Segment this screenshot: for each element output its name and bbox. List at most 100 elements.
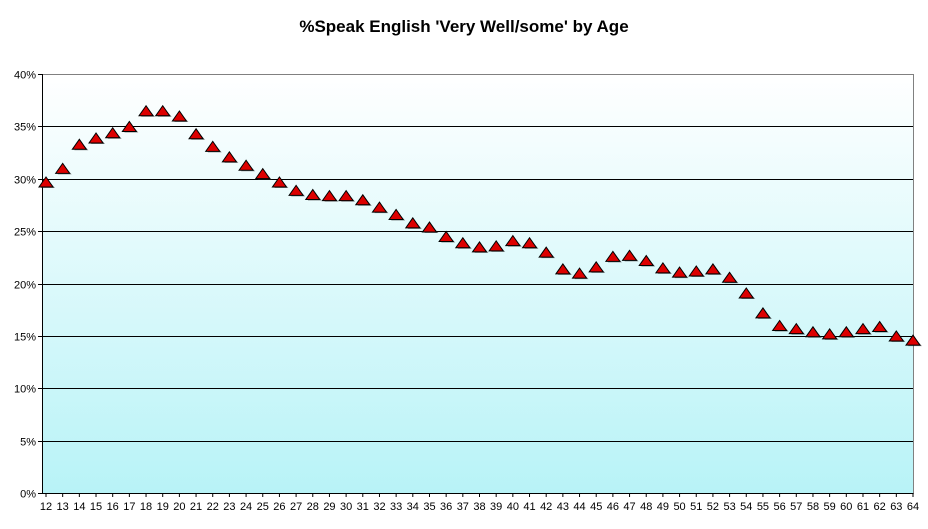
x-tick-label: 32 [373, 501, 385, 513]
y-tick-label: 10% [14, 384, 36, 396]
x-tick-label: 33 [390, 501, 402, 513]
data-point [504, 234, 521, 247]
data-point [671, 266, 688, 278]
x-tick-label: 64 [907, 501, 919, 513]
data-point [221, 150, 238, 163]
x-tick-label: 13 [57, 501, 69, 513]
x-tick-label: 40 [507, 501, 519, 513]
data-point [771, 319, 788, 331]
y-tick-label: 25% [14, 227, 36, 239]
data-point [288, 184, 305, 196]
x-tick-label: 41 [523, 501, 535, 513]
data-point [654, 262, 671, 274]
x-tick-label: 56 [773, 501, 785, 513]
data-point [138, 104, 154, 117]
x-tick-label: 58 [807, 501, 819, 513]
data-point [104, 126, 121, 139]
x-tick-label: 36 [440, 501, 452, 513]
x-tick-label: 38 [473, 501, 485, 513]
y-tick-label: 35% [14, 122, 36, 134]
data-point [71, 138, 88, 150]
y-tick-label: 15% [14, 332, 36, 344]
x-tick-label: 47 [623, 501, 635, 513]
y-tick-label: 5% [20, 437, 36, 449]
data-point [688, 265, 705, 277]
data-point [38, 176, 54, 188]
x-tick-label: 17 [123, 501, 135, 513]
data-point [154, 104, 171, 117]
data-point [538, 246, 555, 258]
y-tick-label: 40% [14, 70, 36, 82]
x-tick-label: 23 [223, 501, 235, 513]
data-point [521, 236, 538, 249]
x-tick-label: 42 [540, 501, 552, 513]
data-point [571, 267, 588, 279]
data-point [54, 162, 71, 174]
x-tick-label: 12 [40, 501, 52, 513]
x-tick-label: 63 [890, 501, 902, 513]
x-tick-label: 25 [257, 501, 269, 513]
x-tick-label: 50 [673, 501, 685, 513]
data-point [821, 328, 838, 340]
x-tick-label: 52 [707, 501, 719, 513]
x-tick-label: 37 [457, 501, 469, 513]
data-point [321, 189, 338, 202]
x-tick-label: 57 [790, 501, 802, 513]
x-tick-label: 14 [73, 501, 85, 513]
plot-area [42, 74, 913, 493]
x-tick-label: 60 [840, 501, 852, 513]
x-tick-label: 49 [657, 501, 669, 513]
data-point [304, 188, 321, 201]
y-tick-label: 30% [14, 175, 36, 187]
data-point [121, 120, 138, 132]
x-tick-label: 21 [190, 501, 202, 513]
x-tick-label: 43 [557, 501, 569, 513]
data-point [805, 325, 821, 338]
data-point [855, 322, 871, 335]
x-tick-label: 19 [157, 501, 169, 513]
data-point [354, 193, 371, 206]
data-point [188, 127, 205, 140]
x-tick-label: 46 [607, 501, 619, 513]
x-tick-label: 44 [573, 501, 585, 513]
x-tick-label: 55 [757, 501, 769, 513]
x-tick-label: 30 [340, 501, 352, 513]
data-point [704, 263, 721, 275]
data-point [238, 159, 255, 171]
x-tick-label: 51 [690, 501, 702, 513]
data-point [604, 250, 621, 262]
x-tick-label: 24 [240, 501, 252, 513]
data-point [888, 330, 905, 342]
data-point [471, 241, 488, 253]
data-point [721, 271, 738, 283]
data-point [404, 216, 421, 229]
data-point [204, 140, 221, 152]
x-tick-label: 27 [290, 501, 302, 513]
x-tick-label: 53 [723, 501, 735, 513]
x-tick-label: 34 [407, 501, 419, 513]
data-point [488, 240, 505, 252]
chart-title: %Speak English 'Very Well/some' by Age [299, 17, 629, 36]
data-point [438, 230, 455, 242]
x-tick-label: 45 [590, 501, 602, 513]
x-tick-label: 29 [323, 501, 335, 513]
data-point [638, 254, 655, 267]
x-tick-label: 61 [857, 501, 869, 513]
data-point [254, 167, 271, 180]
data-point [88, 132, 104, 144]
x-tick-label: 18 [140, 501, 152, 513]
x-tick-label: 59 [824, 501, 836, 513]
data-point [754, 307, 771, 319]
x-tick-label: 39 [490, 501, 502, 513]
x-tick-label: 48 [640, 501, 652, 513]
x-tick-label: 62 [874, 501, 886, 513]
x-tick-label: 22 [207, 501, 219, 513]
x-tick-label: 15 [90, 501, 102, 513]
data-point [905, 334, 921, 346]
data-point [788, 322, 805, 335]
data-point [554, 263, 571, 275]
data-point [588, 260, 605, 273]
x-tick-label: 35 [423, 501, 435, 513]
data-point [838, 325, 855, 338]
